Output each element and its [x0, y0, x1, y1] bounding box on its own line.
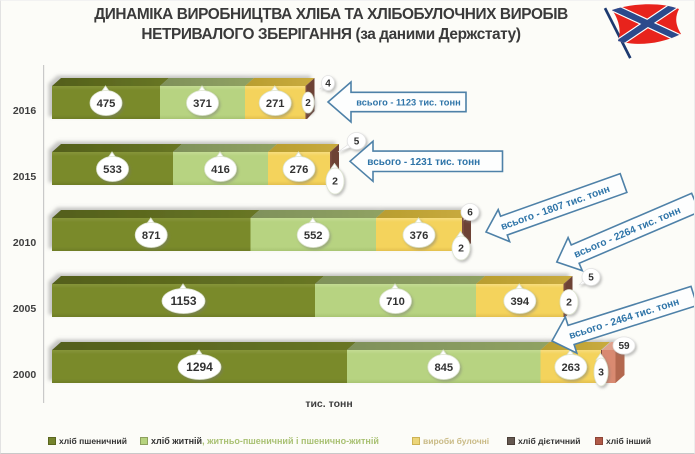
svg-text:2005: 2005 — [13, 303, 37, 315]
svg-text:4: 4 — [325, 79, 331, 90]
svg-text:2: 2 — [566, 297, 572, 309]
svg-text:376: 376 — [410, 230, 429, 242]
svg-text:5: 5 — [588, 273, 594, 284]
svg-text:всього - 1123 тис. тонн: всього - 1123 тис. тонн — [356, 97, 460, 107]
svg-text:1294: 1294 — [186, 360, 213, 374]
svg-text:276: 276 — [290, 164, 309, 176]
svg-text:394: 394 — [510, 296, 529, 308]
svg-text:2015: 2015 — [13, 171, 37, 183]
svg-text:710: 710 — [386, 296, 405, 308]
svg-text:371: 371 — [193, 98, 212, 110]
svg-text:271: 271 — [266, 98, 285, 110]
svg-text:2016: 2016 — [13, 105, 37, 117]
svg-text:1153: 1153 — [170, 294, 196, 308]
svg-text:5: 5 — [354, 137, 360, 148]
svg-text:всього - 1807 тис. тонн: всього - 1807 тис. тонн — [500, 184, 612, 233]
svg-text:871: 871 — [142, 230, 161, 242]
svg-text:533: 533 — [103, 164, 122, 176]
svg-text:59: 59 — [618, 341, 630, 352]
svg-text:всього - 1231 тис. тонн: всього - 1231 тис. тонн — [367, 157, 480, 168]
svg-text:2: 2 — [332, 176, 338, 188]
svg-text:2: 2 — [305, 98, 311, 109]
svg-text:2010: 2010 — [13, 237, 37, 249]
svg-text:всього - 2464 тис. тонн: всього - 2464 тис. тонн — [568, 297, 681, 342]
svg-text:2000: 2000 — [13, 369, 37, 381]
svg-text:2: 2 — [458, 243, 464, 255]
svg-text:552: 552 — [304, 230, 323, 242]
svg-text:845: 845 — [434, 362, 453, 374]
svg-text:всього - 2264 тис. тонн: всього - 2264 тис. тонн — [573, 205, 683, 260]
svg-text:3: 3 — [598, 367, 604, 379]
svg-text:тис. тонн: тис. тонн — [305, 398, 352, 410]
svg-text:475: 475 — [97, 98, 116, 110]
svg-text:6: 6 — [467, 208, 473, 219]
svg-text:416: 416 — [211, 164, 230, 176]
svg-text:263: 263 — [561, 362, 580, 374]
